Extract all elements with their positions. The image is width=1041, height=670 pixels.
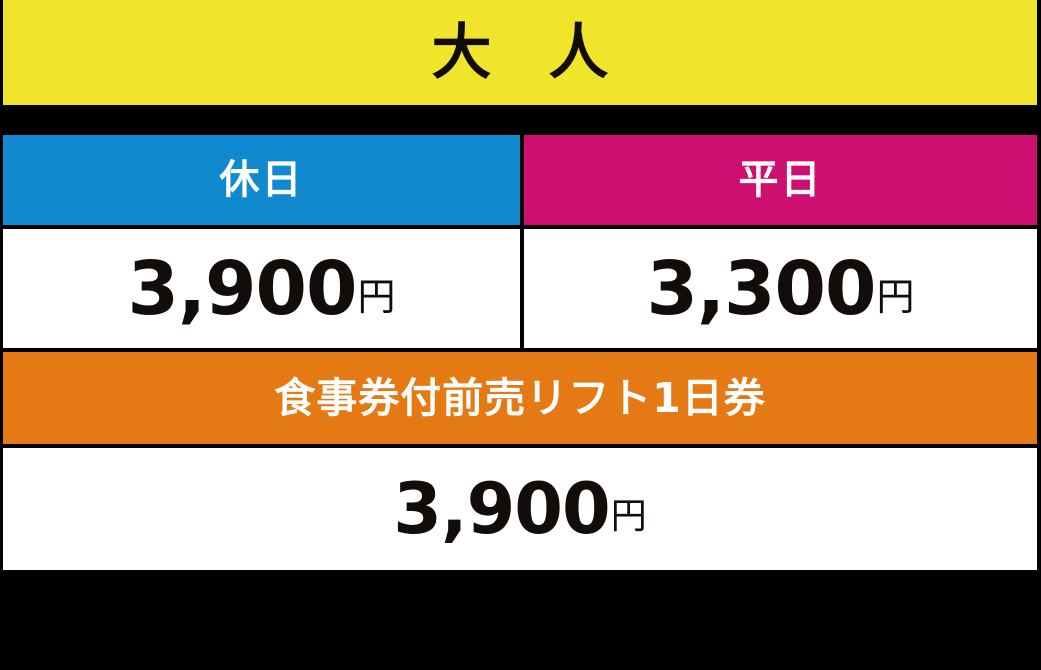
price-cell-holiday: 3,900 円 (3, 229, 520, 348)
price-cell-weekday: 3,300 円 (524, 229, 1037, 348)
day-type-header-weekday: 平日 (524, 135, 1037, 225)
card-title-band: 大 人 (3, 0, 1037, 105)
promo-label: 食事券付前売リフト1日券 (274, 373, 766, 422)
currency-symbol-holiday: 円 (357, 274, 396, 319)
price-amount-weekday: 3,300 (646, 245, 876, 332)
price-amount-promo: 3,900 (393, 468, 610, 550)
promo-band: 食事券付前売リフト1日券 (3, 352, 1037, 444)
price-amount-holiday: 3,900 (127, 245, 357, 332)
price-row: 3,900 円 3,300 円 (3, 229, 1037, 348)
currency-symbol-promo: 円 (610, 496, 647, 537)
price-cell-promo: 3,900 円 (3, 448, 1037, 570)
day-type-label-weekday: 平日 (738, 157, 823, 203)
day-type-header-row: 休日 平日 (3, 135, 1037, 225)
day-type-label-holiday: 休日 (219, 157, 304, 203)
page-title: 大 人 (431, 17, 627, 88)
day-type-header-holiday: 休日 (3, 135, 520, 225)
currency-symbol-weekday: 円 (876, 274, 915, 319)
